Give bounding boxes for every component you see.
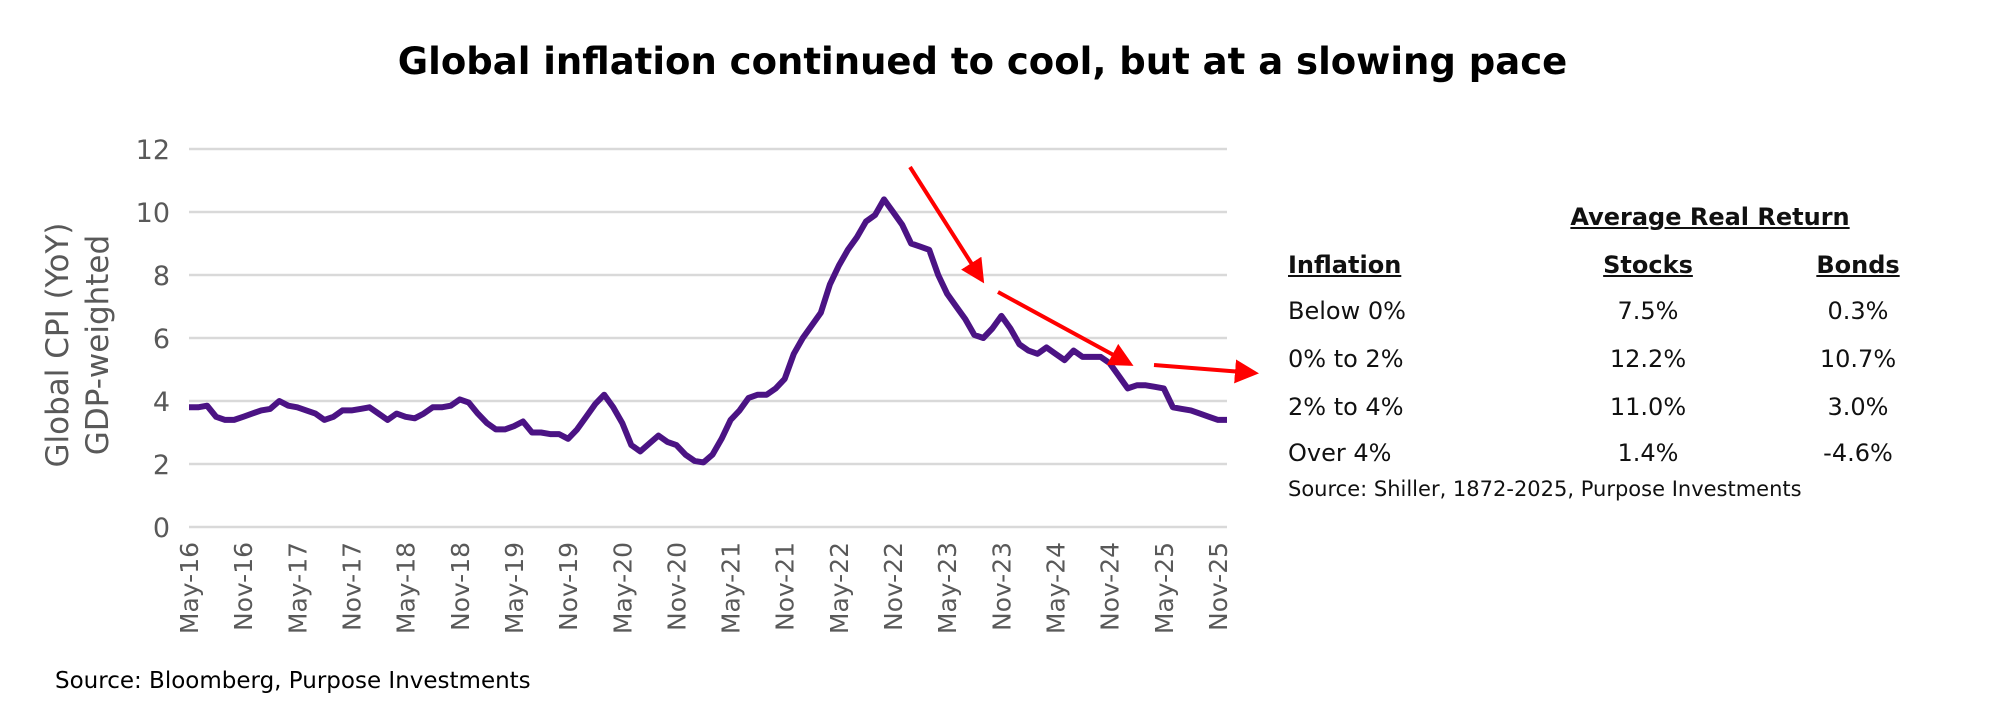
x-tick-label: May-16 (175, 542, 204, 634)
row-inflation: Over 4% (1288, 439, 1392, 467)
header-inflation: Inflation (1288, 251, 1402, 279)
x-tick-label: May-24 (1042, 542, 1071, 634)
row-inflation: Below 0% (1288, 297, 1406, 325)
table-title: Average Real Return (1570, 203, 1850, 231)
row-inflation: 0% to 2% (1288, 345, 1404, 373)
x-tick-label: Nov-20 (662, 542, 691, 631)
row-stocks: 1.4% (1617, 439, 1679, 467)
x-tick-label: May-18 (392, 542, 421, 634)
x-tick-label: Nov-18 (446, 542, 475, 631)
row-bonds: 10.7% (1819, 345, 1897, 373)
y-tick-label: 4 (153, 387, 170, 418)
series-line-global-cpi (189, 196, 1227, 466)
y-tick-label: 8 (153, 261, 170, 292)
trend-arrow-2 (997, 290, 1134, 366)
x-tick-label: Nov-21 (771, 542, 800, 631)
chart-title: Global inflation continued to cool, but … (397, 40, 1568, 83)
y-axis-label-line1: Global CPI (YoY) (40, 223, 76, 468)
y-axis-label-line2: GDP-weighted (80, 235, 116, 455)
x-tick-label: May-23 (933, 542, 962, 634)
y-tick-label: 10 (136, 198, 170, 229)
x-tick-label: May-17 (283, 542, 312, 634)
x-tick-label: Nov-17 (337, 542, 366, 631)
x-tick-label: May-22 (825, 542, 854, 634)
row-stocks: 11.0% (1609, 393, 1687, 421)
y-tick-label: 0 (153, 513, 170, 544)
header-bonds: Bonds (1816, 251, 1900, 279)
table-source: Source: Shiller, 1872-2025, Purpose Inve… (1288, 477, 1802, 501)
x-tick-label: Nov-16 (229, 542, 258, 631)
row-bonds: -4.6% (1823, 439, 1893, 467)
line-chart: 0 2 4 6 8 10 12 May-16 Nov-16 May-17 Nov-17 May-18… (40, 135, 1259, 634)
y-tick-label: 2 (153, 450, 170, 481)
row-stocks: 12.2% (1609, 345, 1687, 373)
x-tick-label: Nov-25 (1204, 542, 1233, 631)
chart-source: Source: Bloomberg, Purpose Investments (55, 668, 531, 694)
x-tick-label: May-19 (500, 542, 529, 634)
y-tick-label: 6 (153, 324, 170, 355)
x-tick-label: Nov-22 (879, 542, 908, 631)
x-tick-label: Nov-24 (1096, 542, 1125, 631)
row-inflation: 2% to 4% (1288, 393, 1404, 421)
x-tick-label: May-25 (1150, 542, 1179, 634)
trend-arrow-3 (1153, 359, 1259, 384)
trend-arrow-1 (908, 165, 985, 284)
row-stocks: 7.5% (1617, 297, 1679, 325)
x-tick-label: Nov-23 (987, 542, 1016, 631)
y-tick-label: 12 (136, 135, 170, 166)
x-tick-label: May-21 (717, 542, 746, 634)
x-tick-label: Nov-19 (554, 542, 583, 631)
row-bonds: 0.3% (1827, 297, 1889, 325)
row-bonds: 3.0% (1827, 393, 1889, 421)
header-stocks: Stocks (1603, 251, 1693, 279)
x-tick-label: May-20 (608, 542, 637, 634)
